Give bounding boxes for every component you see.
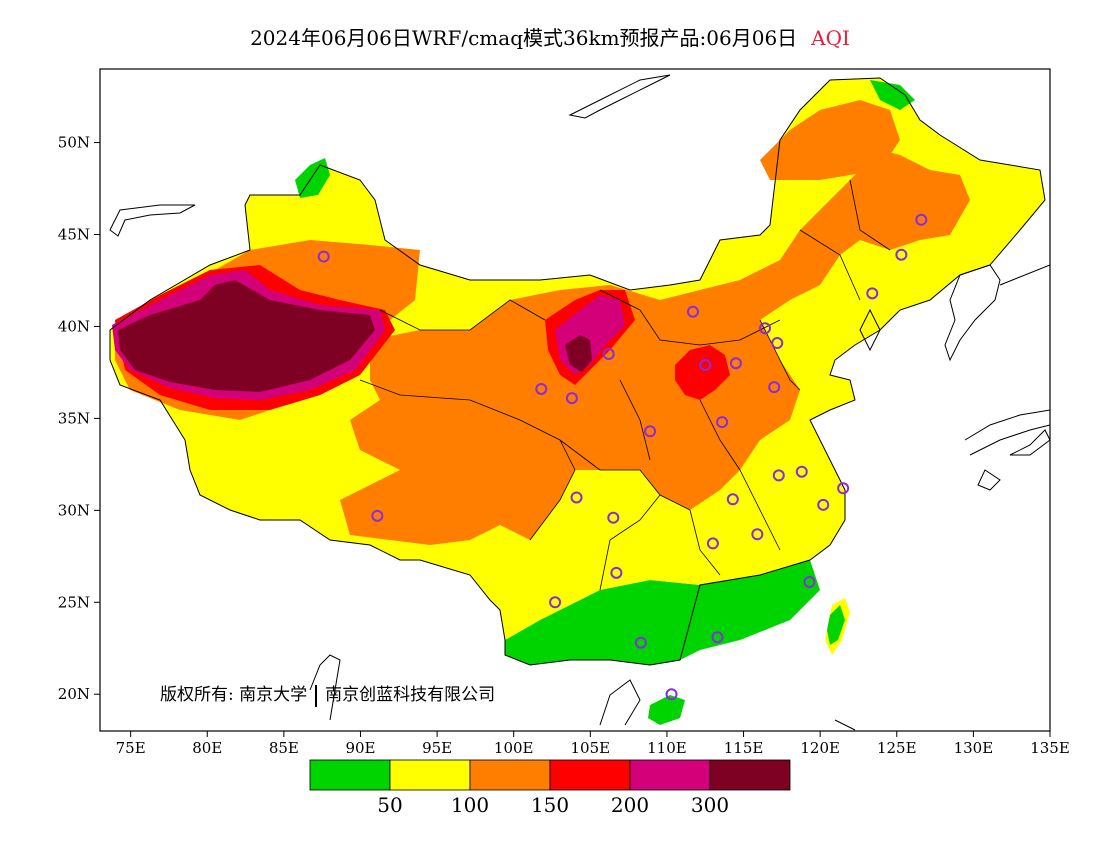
circle-marker-icon <box>699 359 712 372</box>
circle-marker-icon <box>634 636 647 649</box>
station-markers <box>317 213 928 701</box>
circle-marker-icon <box>771 336 784 349</box>
lon-tick-label: 100E <box>494 739 534 757</box>
circle-marker-icon <box>570 491 583 504</box>
circle-marker-icon <box>768 381 781 394</box>
circle-marker-icon <box>607 511 620 524</box>
circle-marker-icon <box>915 213 928 226</box>
circle-marker-icon <box>371 509 384 522</box>
circle-marker-icon <box>686 305 699 318</box>
circle-marker-icon <box>751 528 764 541</box>
copyright-org1: 南京大学 <box>239 685 308 705</box>
lon-tick-label: 120E <box>800 739 840 757</box>
map-title: 2024年06月06日WRF/cmaq模式36km预报产品:06月06日 AQI <box>0 22 1100 51</box>
lon-tick-label: 130E <box>954 739 994 757</box>
region-green-taiwan <box>827 605 845 645</box>
legend-label: 150 <box>531 793 569 817</box>
region-green-altai <box>295 158 330 198</box>
lon-tick-label: 75E <box>116 739 146 757</box>
lon-tick-label: 125E <box>877 739 917 757</box>
circle-marker-icon <box>726 493 739 506</box>
region-green-hainan <box>648 695 685 725</box>
circle-marker-icon <box>317 250 330 263</box>
lon-tick-label: 80E <box>192 739 222 757</box>
region-darkred-tarim <box>118 280 375 392</box>
circle-marker-icon <box>711 631 724 644</box>
circle-marker-icon <box>535 382 548 395</box>
lat-tick-label: 45N <box>58 226 90 244</box>
map-frame <box>99 68 1051 732</box>
copyright-org2: 南京创蓝科技有限公司 <box>325 685 496 705</box>
region-red-north <box>675 345 730 400</box>
circle-marker-icon <box>549 596 562 609</box>
circle-marker-icon <box>729 357 742 370</box>
circle-marker-icon <box>759 322 771 335</box>
lat-tick-label: 35N <box>58 409 90 427</box>
legend-swatch <box>709 759 791 791</box>
lat-tick-label: 30N <box>58 501 90 519</box>
legend-swatch <box>309 759 391 791</box>
circle-marker-icon <box>610 566 623 579</box>
legend-label: 300 <box>691 793 729 817</box>
lon-tick-label: 95E <box>422 739 452 757</box>
legend-label: 100 <box>451 793 489 817</box>
circle-marker-icon <box>817 498 830 511</box>
circle-marker-icon <box>866 287 879 300</box>
neighbor-coastlines <box>109 74 1050 731</box>
latitude-axis: 50N 45N 40N 35N 30N 25N 20N <box>58 134 100 703</box>
region-orange-northeast <box>760 100 900 180</box>
aqi-legend: 50 100 150 200 300 <box>309 759 791 817</box>
lon-tick-label: 135E <box>1030 739 1070 757</box>
circle-marker-icon <box>644 425 657 438</box>
circle-marker-icon <box>895 248 908 261</box>
circle-marker-icon <box>706 537 719 550</box>
circle-marker-icon <box>602 348 615 361</box>
region-green-heilongjiang <box>870 80 915 110</box>
legend-swatch <box>469 759 551 791</box>
region-darkred-ordos <box>565 335 592 372</box>
circle-marker-icon <box>837 482 850 495</box>
lon-tick-label: 110E <box>647 739 687 757</box>
title-variable: AQI <box>811 26 850 50</box>
legend-swatch <box>629 759 711 791</box>
region-green-south <box>505 560 820 665</box>
map-content <box>109 74 1050 731</box>
lat-tick-label: 25N <box>58 593 90 611</box>
separator-line <box>315 684 318 707</box>
legend-swatch <box>389 759 471 791</box>
lat-tick-label: 20N <box>58 685 90 703</box>
lon-tick-label: 105E <box>571 739 611 757</box>
circle-marker-icon <box>716 416 729 429</box>
circle-marker-icon <box>565 392 578 405</box>
country-border <box>109 77 1046 666</box>
lon-tick-label: 90E <box>345 739 375 757</box>
province-borders <box>359 179 891 591</box>
legend-swatch <box>549 759 631 791</box>
legend-label: 200 <box>611 793 649 817</box>
copyright-prefix: 版权所有: <box>160 685 234 705</box>
circle-marker-icon <box>795 465 808 478</box>
circle-marker-icon <box>772 469 785 482</box>
region-orange-central <box>340 150 970 545</box>
circle-marker-icon <box>665 688 678 701</box>
title-text: 2024年06月06日WRF/cmaq模式36km预报产品:06月06日 <box>250 26 798 50</box>
lon-tick-label: 85E <box>269 739 299 757</box>
legend-label: 50 <box>377 793 402 817</box>
lat-tick-label: 40N <box>58 317 90 335</box>
longitude-axis: 75E 80E 85E 90E 95E 100E 105E 110E 115E 120E 125E 1… <box>116 731 1070 757</box>
circle-marker-icon <box>803 576 816 589</box>
copyright-notice: 版权所有: 南京大学 南京创蓝科技有限公司 <box>160 680 495 707</box>
lat-tick-label: 50N <box>58 134 90 152</box>
lon-tick-label: 115E <box>724 739 764 757</box>
